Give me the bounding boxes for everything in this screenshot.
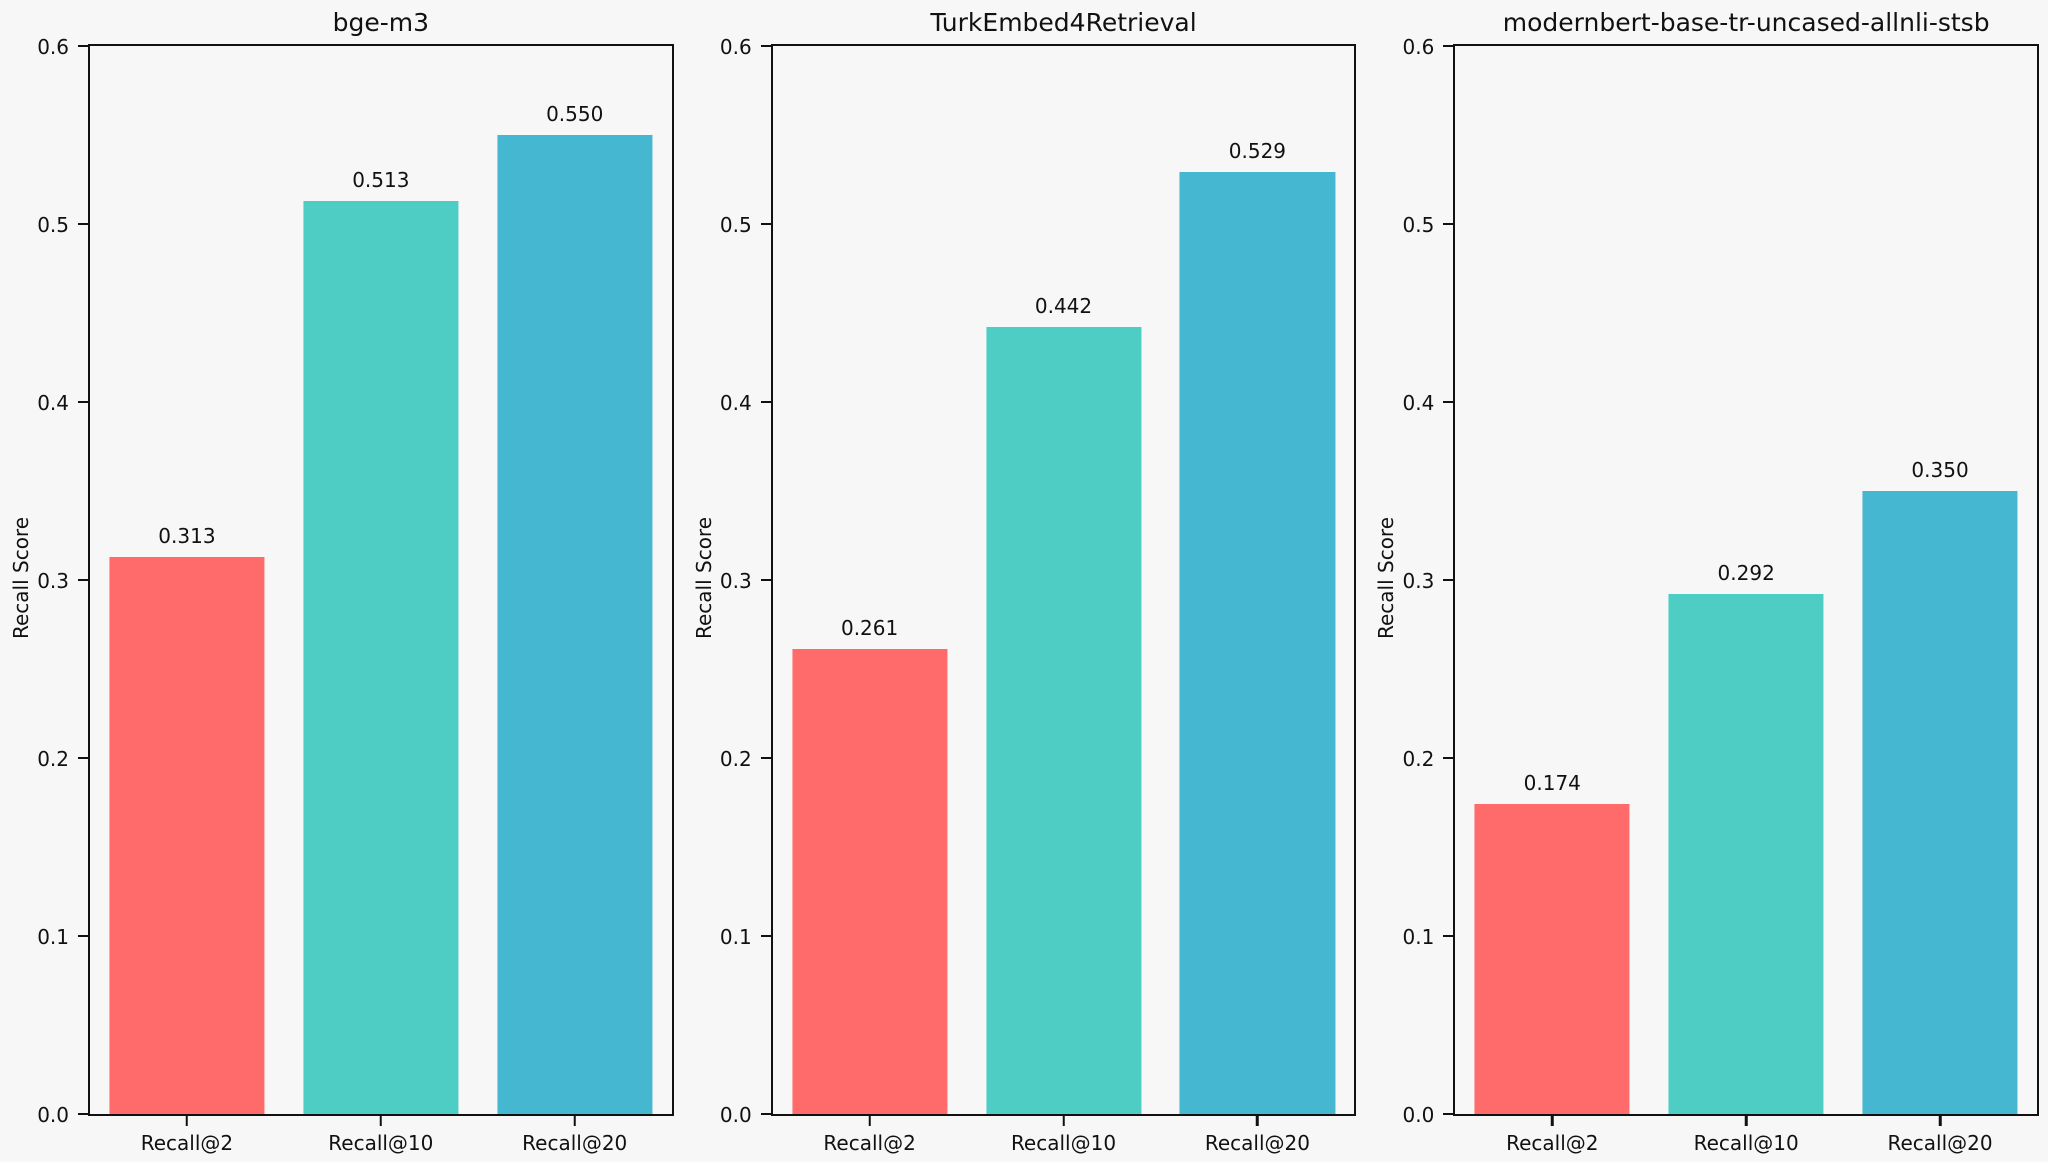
y-tick-label: 0.2 xyxy=(719,747,752,771)
bar-recall10 xyxy=(985,327,1142,1114)
y-axis-label: Recall Score xyxy=(1374,516,1399,640)
bar-value-label: 0.313 xyxy=(158,523,216,548)
y-tick-label: 0.4 xyxy=(37,391,69,415)
y-tick-mark xyxy=(760,756,773,760)
subplot-title: TurkEmbed4Retrieval xyxy=(930,8,1197,37)
bar-recall20 xyxy=(497,135,653,1114)
y-tick-mark xyxy=(78,1112,90,1116)
y-tick-mark xyxy=(1443,756,1456,760)
bar-recall20 xyxy=(1862,491,2018,1114)
y-tick-label: 0.0 xyxy=(719,1103,752,1127)
y-tick-label: 0.3 xyxy=(37,569,69,593)
bar-value-label: 0.261 xyxy=(840,616,899,641)
y-tick-mark xyxy=(78,756,90,760)
bar-value-label: 0.513 xyxy=(352,167,410,192)
y-axis-label: Recall Score xyxy=(691,516,716,640)
x-tick-label: Recall@10 xyxy=(1010,1131,1117,1155)
y-tick-mark xyxy=(1443,222,1456,226)
x-tick-mark xyxy=(868,1114,871,1126)
x-tick-mark xyxy=(1938,1114,1942,1126)
x-tick-mark xyxy=(379,1114,383,1126)
x-tick-label: Recall@2 xyxy=(1506,1131,1599,1155)
y-tick-label: 0.1 xyxy=(1402,925,1435,949)
y-tick-mark xyxy=(760,44,773,48)
y-tick-label: 0.6 xyxy=(719,35,752,59)
y-tick-mark xyxy=(760,578,773,582)
subplot-modernbert-base-tr-uncased-allnli-stsb: modernbert-base-tr-uncased-allnli-stsb R… xyxy=(1365,0,2048,1162)
y-tick-label: 0.6 xyxy=(37,35,69,59)
x-tick-mark xyxy=(1256,1114,1259,1126)
x-tick-mark xyxy=(185,1114,189,1126)
subplot-title: bge-m3 xyxy=(332,8,430,37)
bar-recall2 xyxy=(109,556,265,1114)
y-tick-label: 0.4 xyxy=(719,391,752,415)
y-tick-label: 0.5 xyxy=(719,213,752,237)
y-tick-label: 0.3 xyxy=(719,569,752,593)
y-tick-mark xyxy=(78,44,90,48)
x-tick-mark xyxy=(573,1114,576,1126)
y-tick-label: 0.3 xyxy=(1402,569,1435,593)
axes-area: 0.0 0.1 0.2 0.3 0.4 0.5 0.6 0.313 Recall@2 0.513 R… xyxy=(37,35,674,1155)
y-tick-label: 0.6 xyxy=(1402,35,1435,59)
bar-value-label: 0.442 xyxy=(1034,294,1093,319)
subplot-turkembed4retrieval: TurkEmbed4Retrieval Recall Score 0.0 0.1 0… xyxy=(683,0,1366,1162)
y-tick-label: 0.0 xyxy=(37,1103,69,1127)
bar-value-label: 0.550 xyxy=(546,102,604,127)
x-tick-label: Recall@2 xyxy=(140,1131,234,1155)
x-tick-label: Recall@10 xyxy=(1693,1131,1799,1155)
y-tick-mark xyxy=(78,400,90,404)
y-tick-mark xyxy=(1443,934,1456,938)
y-tick-label: 0.5 xyxy=(1402,213,1435,237)
y-tick-label: 0.4 xyxy=(1402,391,1435,415)
subplot-bge-m3: bge-m3 Recall Score 0.0 0.1 0.2 0.3 0.4 0.5 0.… xyxy=(0,0,683,1162)
y-tick-mark xyxy=(1443,1112,1456,1116)
x-tick-label: Recall@2 xyxy=(823,1131,916,1155)
y-tick-mark xyxy=(760,934,773,938)
y-tick-mark xyxy=(78,222,90,226)
y-tick-mark xyxy=(78,934,90,938)
bar-recall10 xyxy=(1668,594,1824,1114)
y-tick-mark xyxy=(760,222,773,226)
bar-recall10 xyxy=(303,200,459,1114)
y-tick-label: 0.1 xyxy=(719,925,752,949)
y-tick-label: 0.1 xyxy=(37,925,69,949)
y-tick-label: 0.5 xyxy=(37,213,69,237)
bar-value-label: 0.350 xyxy=(1911,458,1969,482)
y-tick-mark xyxy=(1443,400,1456,404)
axes-area: 0.0 0.1 0.2 0.3 0.4 0.5 0.6 0.174 Recall@2 0.292 R… xyxy=(1403,35,2040,1155)
x-tick-label: Recall@20 xyxy=(1887,1131,1993,1155)
subplot-title: modernbert-base-tr-uncased-allnli-stsb xyxy=(1502,8,1990,37)
x-tick-label: Recall@20 xyxy=(1204,1131,1310,1155)
y-tick-mark xyxy=(78,578,90,582)
y-tick-mark xyxy=(1443,578,1456,582)
y-tick-mark xyxy=(760,400,773,404)
x-tick-mark xyxy=(1744,1114,1748,1126)
y-tick-mark xyxy=(760,1112,773,1116)
y-tick-label: 0.0 xyxy=(1402,1103,1435,1127)
y-axis-label: Recall Score xyxy=(9,516,33,640)
axes-area: 0.0 0.1 0.2 0.3 0.4 0.5 0.6 0.261 Recall@2 0.442 R… xyxy=(720,35,1357,1155)
x-tick-mark xyxy=(1551,1114,1554,1126)
x-tick-label: Recall@20 xyxy=(522,1131,628,1155)
y-tick-mark xyxy=(1443,44,1456,48)
y-tick-label: 0.2 xyxy=(1402,747,1435,771)
x-tick-label: Recall@10 xyxy=(328,1131,434,1155)
bar-value-label: 0.292 xyxy=(1717,561,1775,586)
bar-recall2 xyxy=(792,649,948,1114)
bar-value-label: 0.174 xyxy=(1523,771,1581,796)
x-tick-mark xyxy=(1062,1114,1065,1126)
bar-value-label: 0.529 xyxy=(1228,139,1287,164)
bar-recall2 xyxy=(1474,804,1630,1114)
bar-recall20 xyxy=(1179,172,1335,1114)
y-tick-label: 0.2 xyxy=(37,747,69,771)
